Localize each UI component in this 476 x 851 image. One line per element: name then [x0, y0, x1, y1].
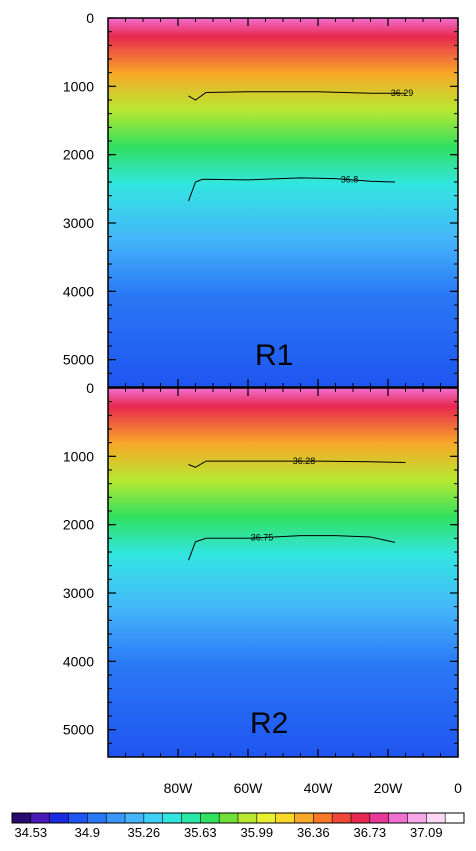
x-tick-label: 60W	[234, 780, 264, 796]
colorbar-cell	[125, 813, 145, 823]
colorbar: 34.53 34.9 35.26 35.63 35.99 36.36 36.73 37.09	[11, 812, 465, 840]
colorbar-cell	[388, 813, 408, 823]
panel-r2-ocean	[108, 388, 458, 757]
y-tick-label: 1000	[63, 78, 94, 94]
x-tick-label: 80W	[164, 780, 194, 796]
contour-label: 36.28	[293, 456, 316, 466]
colorbar-cell	[238, 813, 258, 823]
colorbar-label: 34.9	[75, 825, 100, 840]
colorbar-cell	[143, 813, 163, 823]
colorbar-label: 35.26	[128, 825, 161, 840]
x-tick-label: 20W	[374, 780, 404, 796]
colorbar-cell	[219, 813, 239, 823]
colorbar-cell	[294, 813, 314, 823]
contour-label: 36.8	[341, 175, 359, 185]
colorbar-cell	[87, 813, 107, 823]
colorbar-cell	[68, 813, 88, 823]
colorbar-label: 36.36	[297, 825, 330, 840]
y-tick-label: 5000	[63, 722, 94, 738]
y-tick-label: 5000	[63, 352, 94, 368]
colorbar-cell	[200, 813, 220, 823]
panel-r1: 36.29 36.8 R1	[108, 18, 458, 387]
contour-label: 36.75	[251, 533, 274, 543]
contour-line	[188, 460, 406, 468]
axes: 0 1000 2000 3000 4000 5000 0 1000 2000 3000 4000 50…	[63, 10, 462, 796]
y-tick-label: 4000	[63, 283, 94, 299]
y-tick-label: 2000	[63, 147, 94, 163]
colorbar-cell	[313, 813, 333, 823]
colorbar-cell	[445, 813, 465, 823]
contour-line	[188, 177, 396, 202]
colorbar-label: 35.99	[241, 825, 274, 840]
colorbar-label: 34.53	[15, 825, 48, 840]
colorbar-label: 35.63	[184, 825, 217, 840]
y-tick-label: 2000	[63, 517, 94, 533]
colorbar-label: 37.09	[410, 825, 443, 840]
y-tick-label: 0	[86, 380, 94, 396]
panel-r1-label: R1	[255, 339, 293, 372]
colorbar-cell	[426, 813, 446, 823]
colorbar-label: 36.73	[354, 825, 387, 840]
colorbar-cell	[162, 813, 182, 823]
colorbar-cell	[30, 813, 50, 823]
panel-r1-contours: 36.29 36.8	[188, 88, 414, 202]
x-tick-label: 0	[454, 780, 462, 796]
y-tick-label: 3000	[63, 585, 94, 601]
y-tick-label: 4000	[63, 653, 94, 669]
panel-r2: 36.28 36.75 R2	[108, 388, 458, 757]
colorbar-cell	[256, 813, 276, 823]
colorbar-cell	[106, 813, 126, 823]
contour-line	[188, 91, 406, 101]
colorbar-cell	[369, 813, 389, 823]
contour-line	[188, 535, 396, 561]
colorbar-cell	[332, 813, 352, 823]
panel-r1-ocean	[108, 18, 458, 387]
colorbar-cell	[351, 813, 371, 823]
panel-r2-contours: 36.28 36.75	[188, 456, 406, 561]
colorbar-frame	[11, 812, 465, 824]
panel-r2-label: R2	[250, 707, 288, 740]
colorbar-cell	[12, 813, 32, 823]
colorbar-cell	[407, 813, 427, 823]
colorbar-cell	[181, 813, 201, 823]
colorbar-cell	[49, 813, 69, 823]
y-tick-label: 0	[86, 10, 94, 26]
contour-label: 36.29	[391, 88, 414, 98]
x-tick-label: 40W	[304, 780, 334, 796]
colorbar-cell	[275, 813, 295, 823]
y-tick-label: 3000	[63, 215, 94, 231]
y-tick-label: 1000	[63, 448, 94, 464]
